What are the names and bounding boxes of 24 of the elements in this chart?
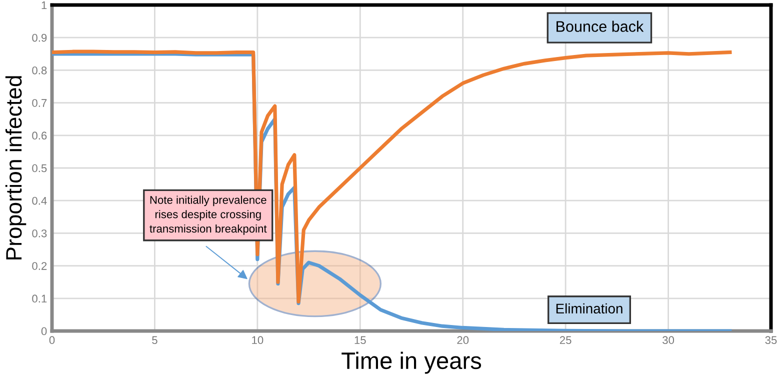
- x-tick-label: 35: [765, 336, 777, 344]
- x-tick-label: 0: [49, 336, 55, 344]
- x-tick-label: 10: [252, 336, 264, 344]
- y-axis-title: Proportion infected: [5, 76, 26, 260]
- y-tick-label: 0: [41, 327, 47, 336]
- y-tick-label: 0.5: [32, 164, 47, 172]
- x-tick-label: 5: [152, 336, 158, 344]
- annotation: Bounce back: [556, 20, 644, 32]
- y-tick-label: 0.1: [32, 294, 47, 303]
- y-tick-label: 1: [42, 1, 47, 10]
- y-tick-label: 0.2: [32, 262, 47, 270]
- y-tick-label: 0.3: [32, 229, 47, 238]
- y-tick-label: 0.4: [32, 196, 47, 205]
- x-tick-label: 15: [354, 336, 366, 344]
- x-tick-label: 30: [662, 336, 674, 344]
- x-tick-label: 20: [457, 336, 469, 344]
- annotation: Elimination: [556, 303, 622, 314]
- y-tick-label: 0.7: [32, 99, 47, 107]
- x-tick-label: 25: [560, 336, 572, 344]
- annotation: Note initially prevalence rises despite crossing transmission breakpoint: [150, 196, 267, 235]
- y-tick-label: 0.6: [32, 132, 47, 140]
- y-tick-label: 0.8: [32, 66, 47, 74]
- x-axis-title: Time in years: [342, 352, 482, 374]
- y-tick-label: 0.9: [32, 34, 47, 42]
